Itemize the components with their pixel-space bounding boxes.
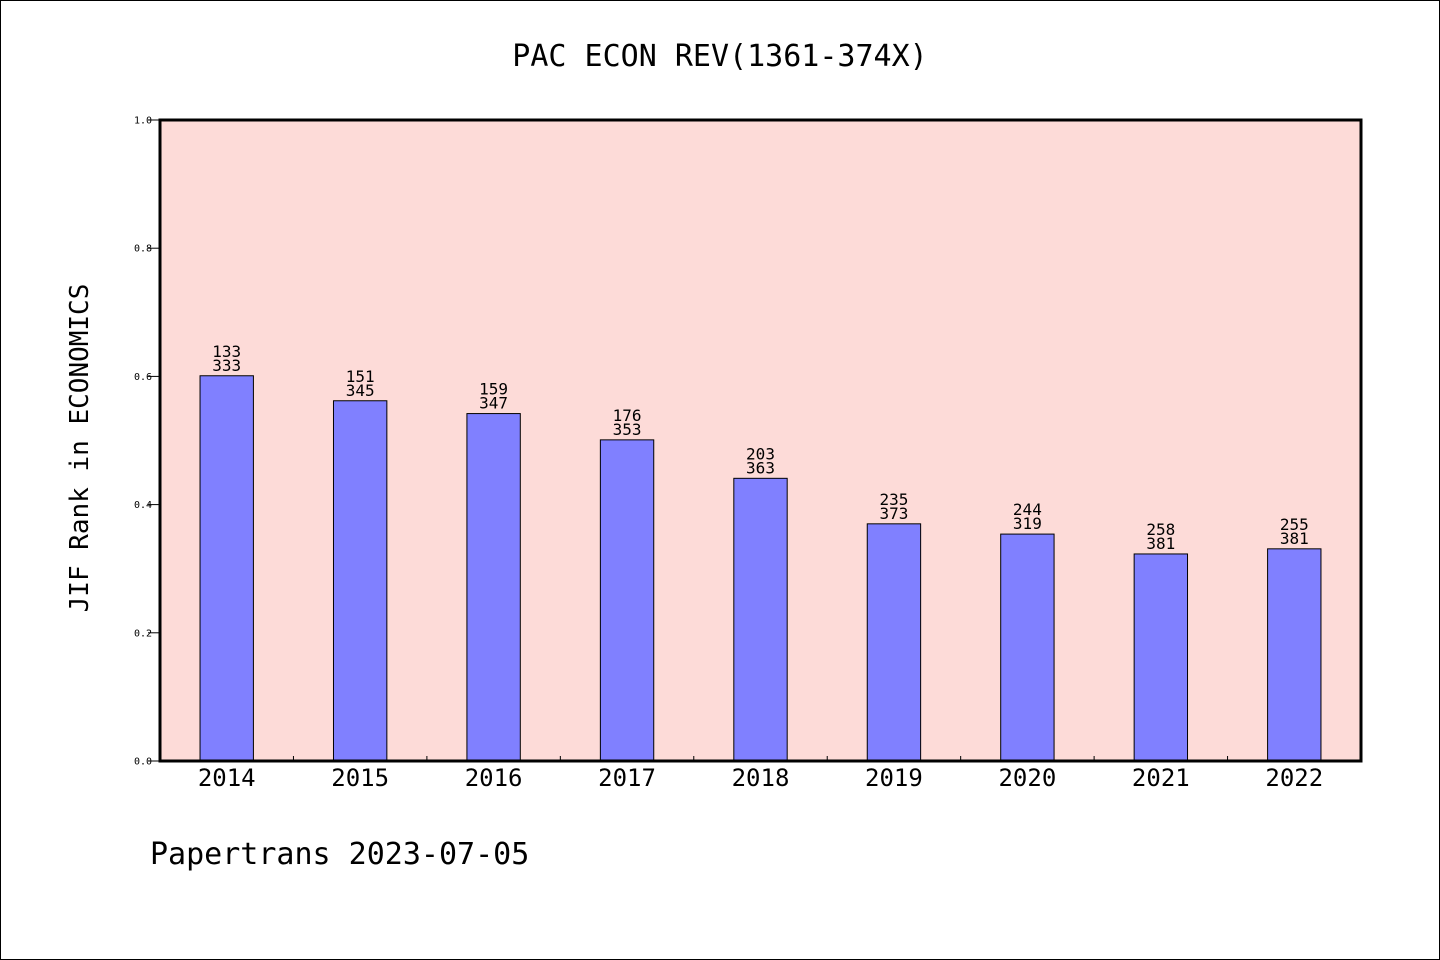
y-tick-label: 1.0 xyxy=(134,116,152,127)
data-label-total-2017: 353 xyxy=(613,420,642,439)
data-label-rank-2018: 203 xyxy=(746,444,775,463)
plot-border xyxy=(158,118,1363,763)
y-axis-label: JIF Rank in ECONOMICS xyxy=(65,284,95,613)
bar-2020 xyxy=(1000,533,1055,762)
x-tick-label-2015: 2015 xyxy=(331,764,389,792)
data-label-total-2015: 345 xyxy=(346,381,375,400)
data-label-total-2014: 333 xyxy=(212,356,241,375)
x-tick-label-2021: 2021 xyxy=(1132,764,1190,792)
x-tick-label-2019: 2019 xyxy=(865,764,923,792)
data-label-total-2018: 363 xyxy=(746,458,775,477)
x-tick-label-2018: 2018 xyxy=(732,764,790,792)
y-tick-label: 0.2 xyxy=(134,628,152,639)
data-label-rank-2017: 176 xyxy=(613,406,642,425)
data-label-rank-2015: 151 xyxy=(346,367,375,386)
data-label-total-2020: 319 xyxy=(1013,514,1042,533)
data-label-total-2021: 381 xyxy=(1146,534,1175,553)
footer-text: Papertrans 2023-07-05 xyxy=(150,837,529,872)
data-label-total-2022: 381 xyxy=(1280,529,1309,548)
data-label-rank-2022: 255 xyxy=(1280,515,1309,534)
x-axis: 2014 2015 2016 2017 2018 2019 2020 2021 2022 xyxy=(198,756,1323,792)
data-label-rank-2019: 235 xyxy=(879,490,908,509)
x-tick-label-2014: 2014 xyxy=(198,764,256,792)
bar-2016 xyxy=(466,413,521,762)
bar-2017 xyxy=(599,439,655,762)
data-label-total-2019: 373 xyxy=(879,504,908,523)
bar-2018 xyxy=(733,477,788,762)
bar-2019 xyxy=(866,523,922,762)
bar-2021 xyxy=(1133,553,1189,762)
bar-2014 xyxy=(199,375,254,762)
data-label-rank-2016: 159 xyxy=(479,380,508,399)
chart-title: PAC ECON REV(1361-374X) xyxy=(512,39,927,74)
data-label-rank-2014: 133 xyxy=(212,342,241,361)
x-tick-label-2020: 2020 xyxy=(998,764,1056,792)
data-label-rank-2020: 244 xyxy=(1013,500,1042,519)
bars xyxy=(199,375,1322,762)
bar-2022 xyxy=(1267,548,1322,762)
data-label-rank-2021: 258 xyxy=(1146,520,1175,539)
y-tick-label: 0.8 xyxy=(134,244,152,255)
y-tick-label: 0.4 xyxy=(134,500,152,511)
x-tick-label-2017: 2017 xyxy=(598,764,656,792)
bar-2015 xyxy=(332,400,388,762)
x-tick-label-2016: 2016 xyxy=(465,764,523,792)
data-label-total-2016: 347 xyxy=(479,394,508,413)
x-tick-label-2022: 2022 xyxy=(1265,764,1323,792)
y-tick-label: 0.6 xyxy=(134,372,152,383)
y-tick-label: 0.0 xyxy=(134,757,152,768)
y-axis: 0.0 0.2 0.4 0.6 0.8 1.0 xyxy=(134,116,160,768)
